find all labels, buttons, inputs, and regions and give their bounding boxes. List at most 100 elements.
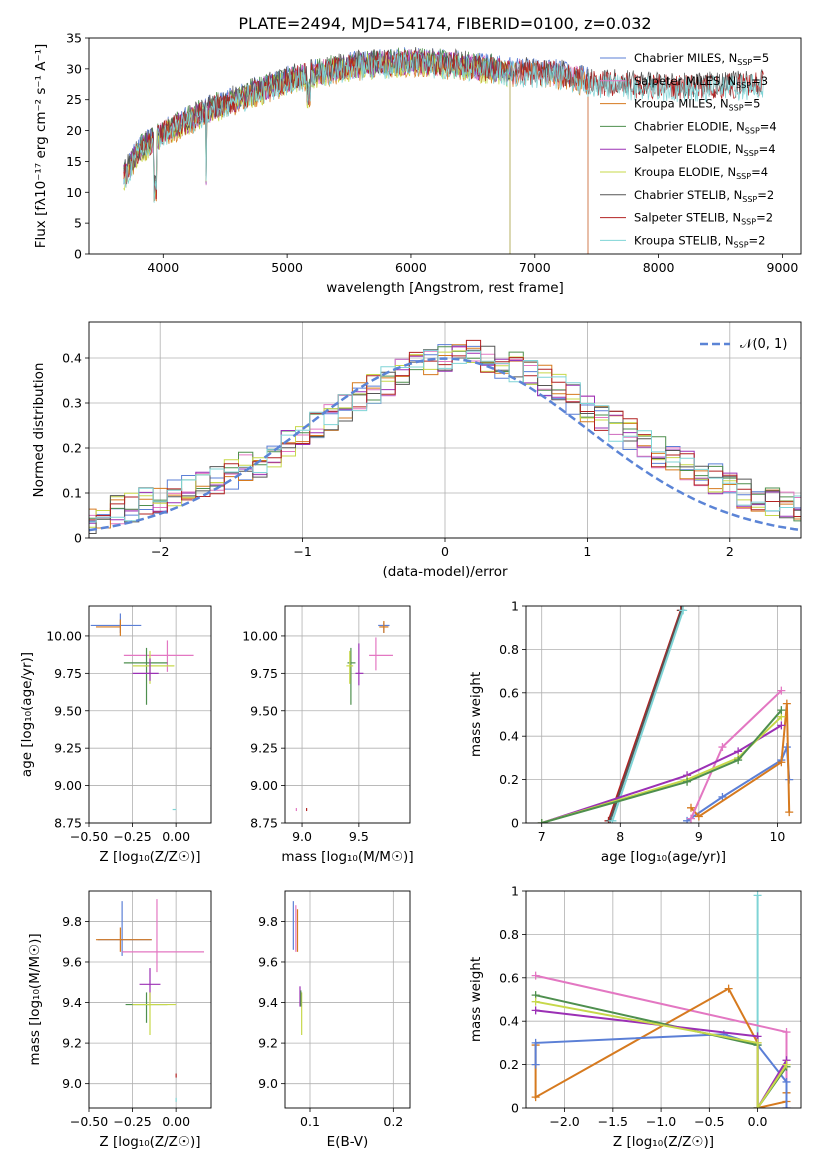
weight-marker [531, 971, 540, 980]
x-tick-label: 5000 [271, 260, 303, 275]
weight-marker [777, 706, 786, 715]
weight-line [541, 715, 783, 823]
errorbar [97, 901, 152, 956]
errorbar [123, 647, 168, 705]
x-axis-label: E(B-V) [327, 1134, 369, 1150]
weight-line [690, 689, 783, 820]
x-axis-label: mass [log₁₀(M/M☉)] [281, 849, 413, 865]
errorbar [369, 637, 393, 671]
y-tick-label: 9.6 [258, 954, 278, 969]
errorbar [95, 927, 152, 952]
weight-vs-Z-panel: −2.0 −1.5 −1.0 −0.5 0.0 0 0.2 0.4 0.6 0.8 1 Z [log₁… [468, 884, 802, 1150]
weight-marker [753, 891, 762, 900]
histogram-step [89, 346, 801, 522]
histogram-step [89, 345, 801, 534]
axes-frame [284, 605, 411, 824]
x-tick-label: 0.1 [300, 1114, 320, 1129]
x-tick-label: 2 [726, 544, 734, 559]
errorbar [95, 619, 121, 636]
y-tick-label: 9.00 [250, 778, 278, 793]
y-tick-label: 8.75 [54, 816, 82, 831]
spectrum-line [123, 50, 764, 202]
x-tick-label: 9 [695, 829, 703, 844]
x-tick-label: −1 [293, 544, 311, 559]
y-tick-label: 0.2 [499, 772, 519, 787]
weight-line [609, 609, 683, 822]
y-tick-label: 0.4 [499, 729, 519, 744]
weight-marker [782, 1028, 791, 1037]
errorbar-points [295, 620, 393, 812]
axes-frame [88, 890, 212, 1109]
weight-marker [531, 1093, 540, 1102]
y-tick-label: 15 [66, 154, 82, 169]
x-tick-label: −2.0 [549, 1114, 579, 1129]
y-tick-label: 9.0 [258, 1076, 278, 1091]
x-tick-label: −1.0 [646, 1114, 676, 1129]
weight-marker [753, 1104, 762, 1108]
x-tick-label: 7 [538, 829, 546, 844]
y-tick-label: 0.2 [499, 1057, 519, 1072]
legend-label: Salpeter ELODIE, NSSP=4 [634, 142, 776, 158]
legend-label: Kroupa STELIB, NSSP=2 [634, 233, 765, 249]
histogram-step [89, 339, 801, 521]
y-tick-label: 0.6 [499, 685, 519, 700]
legend-label: Chabrier STELIB, NSSP=2 [634, 188, 774, 204]
weight-marker [718, 743, 727, 752]
errorbar-points [90, 613, 194, 811]
y-tick-label: 8.75 [250, 816, 278, 831]
y-tick-label: 30 [66, 61, 82, 76]
weight-marker [694, 812, 703, 821]
weight-marker [531, 1006, 540, 1015]
weight-marker [785, 808, 794, 817]
x-tick-label: 8 [616, 829, 624, 844]
x-axis-label: Z [log₁₀(Z/Z☉)] [99, 849, 200, 865]
legend-label: Chabrier ELODIE, NSSP=4 [634, 119, 777, 135]
weight-marker [531, 1060, 540, 1069]
weight-marker [531, 997, 540, 1006]
x-tick-label: −0.50 [70, 829, 108, 844]
x-tick-label: −0.5 [694, 1114, 724, 1129]
weight-marker [608, 816, 617, 823]
x-tick-label: −0.25 [113, 1114, 151, 1129]
y-tick-label: 1 [511, 599, 519, 614]
y-tick-label: 0 [511, 1101, 519, 1116]
y-tick-label: 9.50 [250, 703, 278, 718]
axes-frame [525, 890, 802, 1109]
weight-marker [777, 758, 786, 767]
x-tick-label: 0.2 [383, 1114, 403, 1129]
errorbar [123, 640, 194, 672]
histogram-step [89, 344, 801, 522]
y-axis-label: mass weight [468, 957, 484, 1042]
y-tick-label: 25 [66, 92, 82, 107]
y-tick-label: 0.3 [62, 396, 82, 411]
x-tick-label: 0 [441, 544, 449, 559]
y-tick-label: 9.25 [54, 741, 82, 756]
weight-lines [531, 891, 791, 1108]
weight-marker [782, 1077, 791, 1086]
y-tick-label: 10.00 [242, 628, 278, 643]
x-tick-label: −0.25 [113, 829, 151, 844]
histogram-step [89, 344, 801, 529]
weight-marker [687, 814, 695, 823]
spectrum-line [123, 52, 764, 203]
figure-title: PLATE=2494, MJD=54174, FIBERID=0100, z=0… [238, 14, 651, 33]
y-tick-label: 9.4 [62, 995, 82, 1010]
errorbar [132, 992, 177, 1035]
x-tick-label: 0.0 [748, 1114, 768, 1129]
weight-line [541, 709, 783, 823]
weight-marker [782, 1060, 791, 1069]
y-axis-label: age [log₁₀(age/yr)] [19, 652, 35, 777]
y-tick-label: 9.25 [250, 741, 278, 756]
weight-vs-age-panel: 7 8 9 10 0 0.2 0.4 0.6 0.8 1 age [log₁₀(age/yr)] ma… [468, 599, 802, 865]
y-tick-label: 20 [66, 123, 82, 138]
weight-line [535, 1000, 788, 1108]
errorbar-points [292, 901, 303, 1035]
x-tick-label: −2 [151, 544, 169, 559]
weight-marker [531, 1038, 540, 1047]
y-tick-label: 0.8 [499, 642, 519, 657]
histogram-step [89, 346, 801, 524]
normal-curve [89, 357, 801, 532]
errorbar [355, 643, 364, 686]
x-tick-label: 4000 [147, 260, 179, 275]
